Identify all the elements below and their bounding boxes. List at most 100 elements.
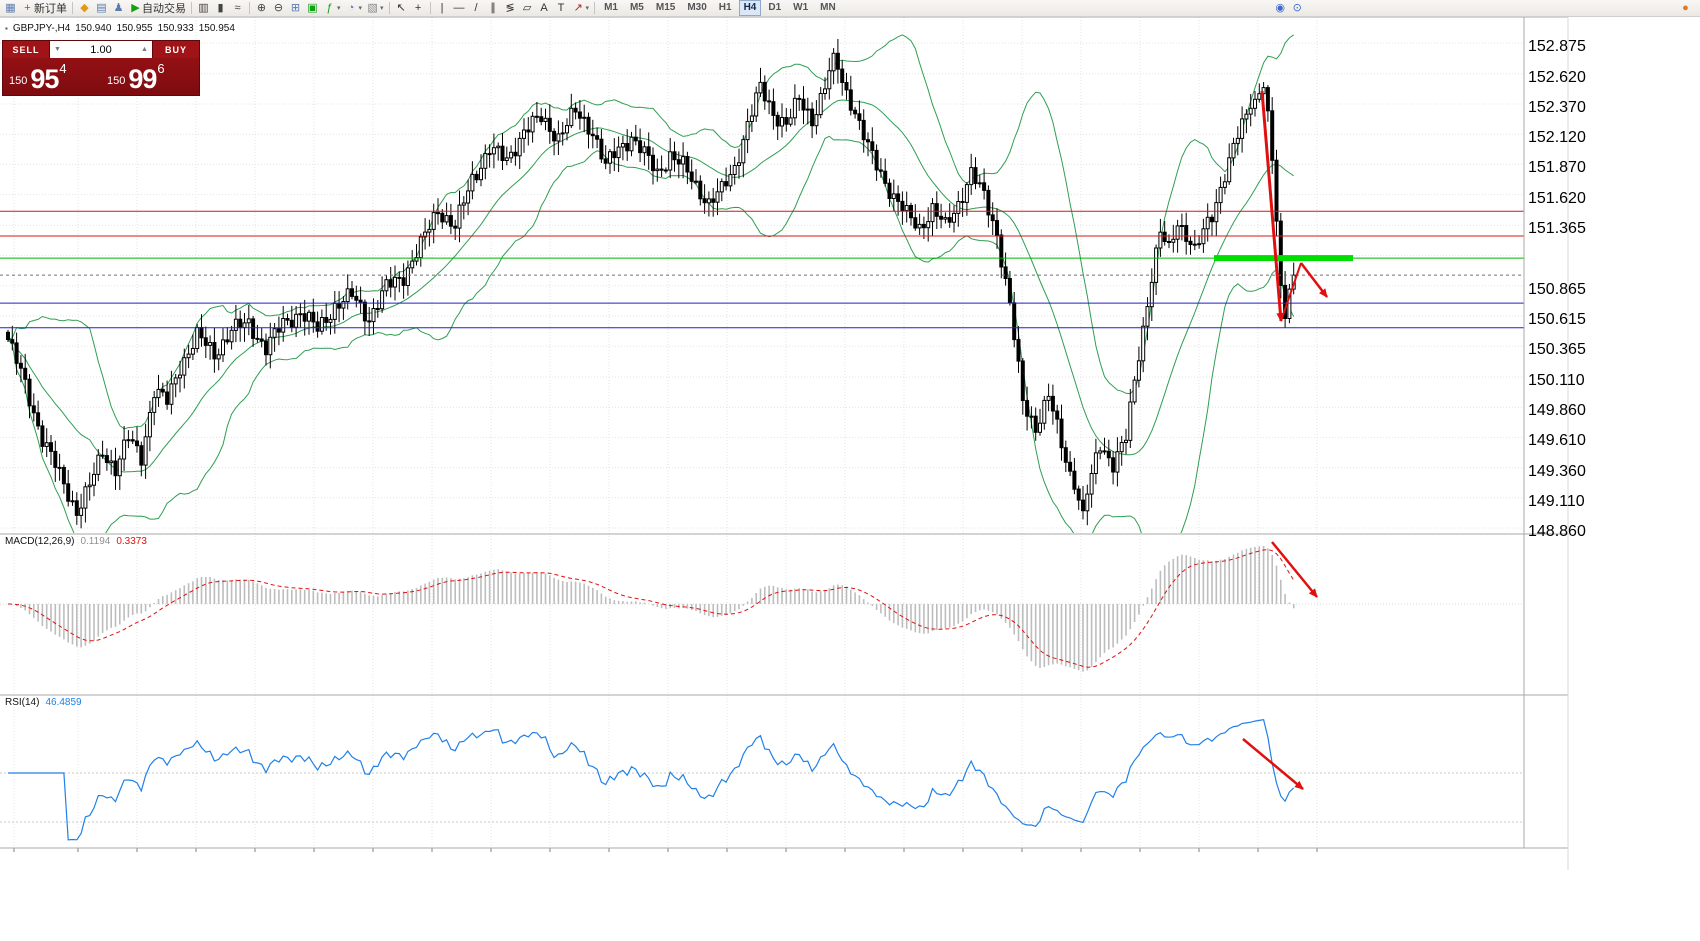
shapes-icon[interactable]: ▱ [519,1,536,16]
timeframe-m1[interactable]: M1 [604,2,618,13]
label-icon[interactable]: T [553,1,570,16]
auto-arrange-icon: ▣ [307,1,318,14]
charts-icon: ▤ [96,1,107,14]
periods-icon: ◔ [347,1,355,14]
buy-button[interactable]: BUY [153,41,199,58]
timeframe-h4[interactable]: H4 [738,0,762,16]
macd-main-value: 0.1194 [80,536,111,547]
drawn-arrows[interactable] [1242,90,1328,790]
sell-price[interactable]: 150 95 4 [9,61,67,94]
zoom-in-icon: ⊕ [256,1,267,14]
search-icon: ⊙ [1292,1,1302,14]
new-order-button[interactable]: + 新订单 [19,1,69,16]
toolbar-separator [594,2,596,14]
line-chart-icon[interactable]: ≈ [229,1,246,16]
indicators-icon-dropdown[interactable]: ▾ [337,5,341,12]
candlestick-icon: ▮ [217,1,224,14]
label-icon: T [557,1,565,14]
charts-icon[interactable]: ▤ [93,1,110,16]
timeframe-mn[interactable]: MN [820,2,836,13]
zoom-out-icon[interactable]: ⊖ [270,1,287,16]
red-arrow-2 [1300,262,1328,298]
rsi-value: 46.4859 [45,697,82,708]
timeframe-w1[interactable]: W1 [793,2,809,13]
macd-indicator-label: MACD(12,26,9) 0.1194 0.3373 [5,536,147,547]
toolbar: ▦ + 新订单 ◆ ▤ ♟ ▶ 自动交易 ▥ ▮ ≈ ⊕ ⊖ ⊞ ▣ ƒ ▾ ◔ ▾ ▧ ▾ ↖ + | — / ∥ ≶ ▱ A T ↗ ▾ M1… [0,0,1700,17]
candlesticks [6,39,1296,529]
indicators-icon[interactable]: ƒ ▾ [321,1,343,16]
bar-chart-icon: ▥ [198,1,209,14]
channel-icon: ∥ [490,1,496,14]
indicators-icon: ƒ [326,1,333,14]
chart-context-icon[interactable]: ▪ [5,24,8,33]
red-arrow-3 [1271,541,1318,598]
toolbar-separator [249,2,250,14]
search-icon[interactable]: ⊙ [1289,1,1306,16]
trendline-icon: / [474,1,478,14]
auto-arrange-icon[interactable]: ▣ [304,1,321,16]
macd-pane[interactable] [7,546,1295,672]
tile-windows-icon[interactable]: ⊞ [287,1,304,16]
navigator-icon: ♟ [113,1,124,14]
autotrading-button[interactable]: ▶ 自动交易 [127,1,188,16]
sell-button[interactable]: SELL [3,41,49,58]
horizontal-gridlines [0,42,1524,823]
metaeditor-icon[interactable]: ◆ [76,1,93,16]
ohlc-low: 150.933 [157,23,194,34]
fibonacci-icon[interactable]: ≶ [502,1,519,16]
timeframe-m30[interactable]: M30 [687,2,707,13]
text-icon[interactable]: A [536,1,553,16]
new-order-button-label: 新订单 [34,3,67,15]
ohlc-close: 150.954 [198,23,235,34]
periods-icon-dropdown[interactable]: ▾ [358,5,363,12]
bollinger-lower [7,135,1295,533]
ohlc-high: 150.955 [116,23,153,34]
templates-icon-dropdown[interactable]: ▾ [380,5,384,12]
lot-increase-icon[interactable]: ▲ [141,46,148,53]
timeframe-m15[interactable]: M15 [655,2,676,13]
periods-icon[interactable]: ◔ ▾ [343,1,365,16]
navigator-icon[interactable]: ♟ [110,1,127,16]
timeframe-h1[interactable]: H1 [718,2,732,13]
horizontal-line-icon[interactable]: — [451,1,468,16]
alerts-icon[interactable]: ● [1677,1,1694,16]
community-icon[interactable]: ◉ [1272,1,1289,16]
bar-chart-icon[interactable]: ▥ [195,1,212,16]
timeframe-m5[interactable]: M5 [629,2,644,13]
alerts-icon: ● [1682,1,1689,14]
timeframe-d1[interactable]: D1 [768,2,782,13]
crosshair-icon: + [414,1,422,14]
zoom-in-icon[interactable]: ⊕ [253,1,270,16]
horizontal-line-icon: — [453,1,465,14]
lot-size-input[interactable]: ▼ 1.00 ▲ [49,41,153,58]
new-chart-icon[interactable]: ▦ [2,1,19,16]
price-pane[interactable] [0,34,1524,574]
tile-windows-icon: ⊞ [290,1,301,14]
green-zone-bar[interactable] [1214,255,1353,262]
one-click-trading-panel: SELL ▼ 1.00 ▲ BUY 150 95 4 150 99 6 [2,40,200,96]
zoom-out-icon: ⊖ [273,1,284,14]
arrow-tool-icon[interactable]: ↗ ▾ [570,1,592,16]
channel-icon[interactable]: ∥ [485,1,502,16]
toolbar-separator [72,2,73,14]
new-chart-icon: ▦ [5,1,16,14]
candlestick-icon[interactable]: ▮ [212,1,229,16]
buy-price[interactable]: 150 99 6 [107,61,165,94]
templates-icon: ▧ [367,1,378,14]
lot-decrease-icon[interactable]: ▼ [54,46,61,53]
symbol-ohlc-header: ▪ GBPJPY-,H4 150.940 150.955 150.933 150… [5,23,235,34]
lot-size-value: 1.00 [90,43,112,56]
cursor-icon[interactable]: ↖ [393,1,410,16]
toolbar-separator [388,2,390,14]
vertical-line-icon[interactable]: | [434,1,451,16]
templates-icon[interactable]: ▧ ▾ [364,1,386,16]
toolbar-separator [191,2,192,14]
crosshair-icon[interactable]: + [410,1,427,16]
bollinger-middle [7,99,1294,473]
autotrading-button: ▶ [131,1,140,14]
rsi-pane[interactable] [8,719,1295,841]
arrow-tool-icon-dropdown[interactable]: ▾ [585,5,590,12]
trendline-icon[interactable]: / [468,1,485,16]
